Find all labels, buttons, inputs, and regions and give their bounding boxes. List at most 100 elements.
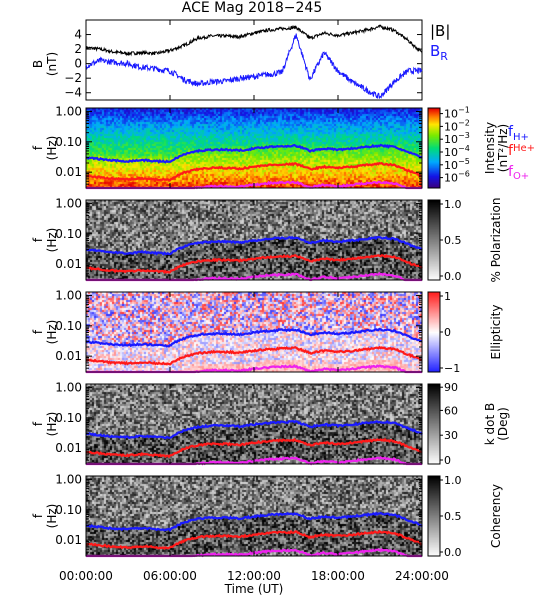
colorbar-tick-label: 0.5 [444,234,462,247]
colorbar-label: Coherency [489,484,503,548]
field-ylabel: B [31,60,45,68]
colorbar-tick-label: 0.5 [444,510,462,523]
colorbar-tick-label: −1 [444,362,460,375]
x-tick-label: 12:00:00 [227,569,281,583]
freq-ylabel: f [31,513,45,518]
f-he-line [85,529,423,550]
f-he-line [85,437,423,459]
colorbar-ellipticity [428,292,440,372]
field-ylabel-unit: (nT) [45,52,59,76]
legend-b-magnitude: |B| [430,22,450,40]
field-yticks: 420−2−4 [64,28,422,100]
colorbar-tick-label: 90 [444,381,458,394]
field-ytick-label: 4 [74,28,82,42]
colorbar-tick-label: 10−4 [444,144,470,159]
f-he-line [85,161,423,182]
x-tick-label: 18:00:00 [311,569,365,583]
panel-polarization: f (Hz) 1.00 0.10 0.01 1.0 0.5 0.0 % Polarization [31,196,503,283]
freq-ytick-label: 0.10 [55,503,82,517]
freq-ytick-label: 1.00 [55,472,82,486]
panel-coherency: f (Hz) 1.00 0.10 0.01 1.0 0.5 0.0 Coherency [31,472,503,559]
panel-intensity: f (Hz) 1.00 0.10 0.01 10−110−210−310−410−510−… [31,104,510,190]
freq-ylabel-unit: (Hz) [45,504,59,529]
field-ytick-label: −4 [64,86,82,100]
f-h-line [85,327,423,348]
freq-ytick-label: 0.01 [55,165,82,179]
freq-ytick-label: 1.00 [55,104,82,118]
colorbar-tick-label: 0 [444,326,451,339]
colorbar-tick-label: 10−3 [444,131,470,146]
freq-ylabel-unit: (Hz) [45,136,59,161]
x-tick-label: 06:00:00 [143,569,197,583]
colorbar-label-unit: (nT²/Hz) [496,124,510,172]
colorbar-label: k dot B [483,403,497,445]
legend-b-radial-sub: R [440,50,448,63]
colorbar-coherency [428,476,440,556]
colorbar-tick-label: 0.0 [444,270,462,283]
colorbar-frame [427,107,441,189]
colorbar-polarization [428,200,440,280]
f-h-line [85,511,423,532]
field-ytick-label: 0 [74,57,82,71]
colorbar-frame [427,383,441,465]
freq-ytick-label: 1.00 [55,380,82,394]
f-h-line [85,143,423,164]
field-series-line-radial [85,33,423,99]
freq-ytick-label: 0.01 [55,257,82,271]
legend-b-radial-main: B [430,42,440,60]
colorbar-tick-label: 10−6 [444,170,470,185]
freq-ytick-label: 0.01 [55,349,82,363]
legend-b-radial: BR [430,42,448,63]
f-he-line [85,253,423,275]
chart-title: ACE Mag 2018−245 [182,0,322,16]
colorbar-tick-label: 10−1 [444,106,470,121]
x-axis-label: Time (UT) [224,582,284,596]
colorbar-tick-label: 1.0 [444,474,462,487]
x-tick-label: 24:00:00 [395,569,449,583]
colorbar-label: % Polarization [489,198,503,283]
freq-ylabel-unit: (Hz) [45,228,59,253]
field-ytick-label: 2 [74,42,82,56]
freq-ytick-label: 0.10 [55,135,82,149]
freq-ylabel: f [31,237,45,242]
f-h-line [85,235,423,256]
f-h-line [85,419,423,440]
field-panel-frame [85,19,423,101]
freq-ylabel-unit: (Hz) [45,320,59,345]
spectral-panels: f (Hz)1.000.100.0110−110−210−310−410−510−… [31,104,510,559]
freq-ytick-label: 0.01 [55,441,82,455]
colorbar-tick-label: 1.0 [444,198,462,211]
freq-ytick-label: 1.00 [55,288,82,302]
panel-kdotb: f (Hz) 1.00 0.10 0.01 90 60 30 0 k dot B (Deg) [31,380,510,467]
freq-ylabel-unit: (Hz) [45,412,59,437]
panel-ellipticity: f (Hz) 1.00 0.10 0.01 1 0 −1 Ellipticity [31,288,503,375]
colorbar-tick-label: 1 [444,290,451,303]
legend-f-he: fHe+ [508,143,535,159]
legend-f-o: fO+ [508,164,529,182]
freq-ylabel: f [31,329,45,334]
colorbar-label: Intensity [483,122,497,174]
colorbar-tick-label: 10−5 [444,157,470,172]
colorbar-tick-label: 30 [444,429,458,442]
colorbar-tick-label: 60 [444,404,458,417]
freq-ytick-label: 0.01 [55,533,82,547]
legend-f-h: fH+ [508,124,529,143]
colorbar-kdotb [428,384,440,464]
freq-ytick-label: 0.10 [55,319,82,333]
freq-ytick-label: 0.10 [55,411,82,425]
colorbar-label-unit: (Deg) [496,407,510,441]
field-ytick-label: −2 [64,71,82,85]
spectrogram-kdotb [86,384,422,464]
colorbar-tick-label: 0.0 [444,546,462,559]
freq-ylabel: f [31,421,45,426]
f-he-line [85,345,423,366]
freq-ytick-label: 0.10 [55,227,82,241]
colorbar-label: Ellipticity [489,305,503,360]
freq-ytick-label: 1.00 [55,196,82,210]
field-series [85,24,423,99]
field-series-line-magnitude [85,24,423,57]
freq-ylabel: f [31,145,45,150]
x-tick-label: 00:00:00 [59,569,113,583]
field-panel: B (nT) 420−2−4 |B| BR [31,19,450,101]
